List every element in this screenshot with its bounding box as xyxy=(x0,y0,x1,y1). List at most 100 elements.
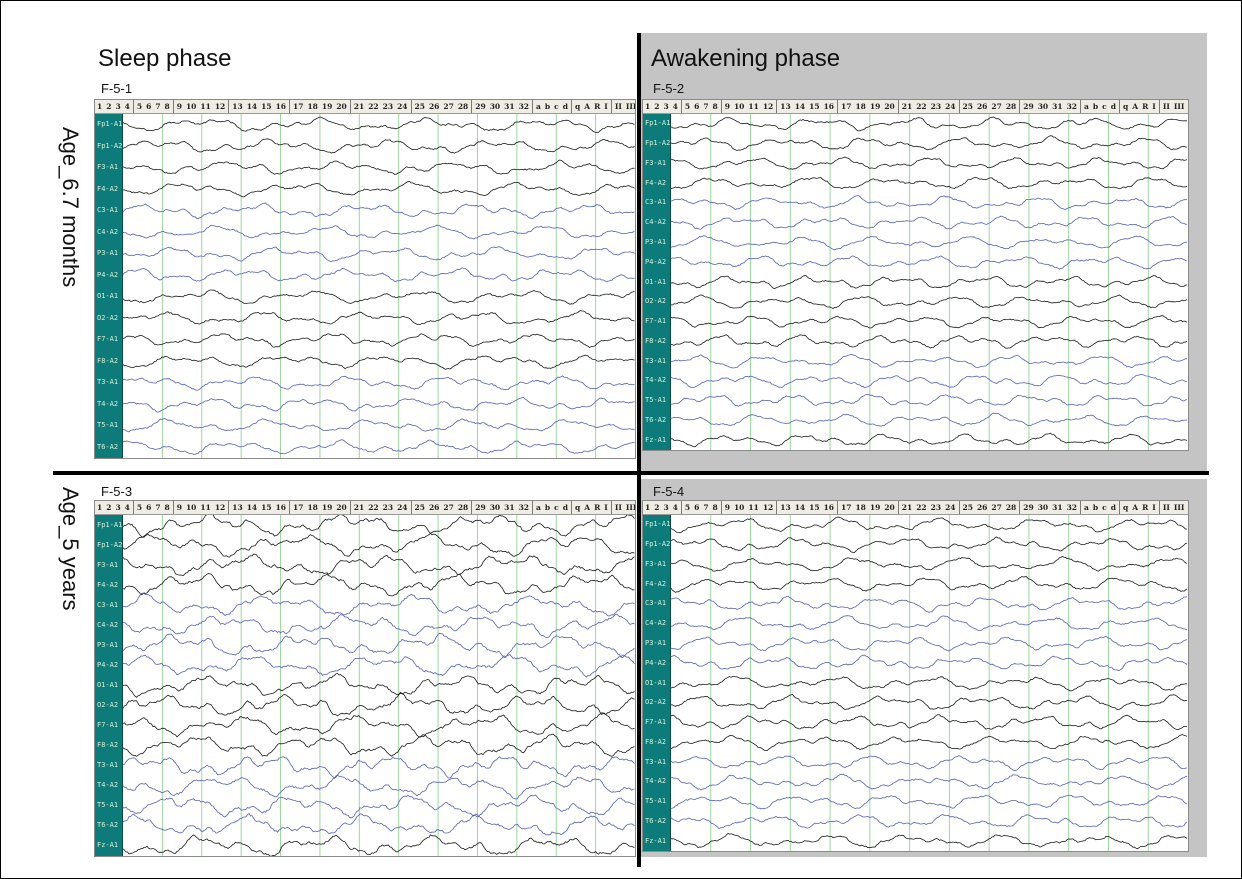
channel-label: T5-A1 xyxy=(645,396,667,405)
ruler-label: III xyxy=(625,102,635,111)
eeg-trace-fz-a1 xyxy=(123,834,635,856)
eeg-trace-o1-a1 xyxy=(671,274,1188,290)
ruler-label: 26 xyxy=(976,503,988,512)
ruler-label: 7 xyxy=(155,503,161,512)
ruler-label: 2 xyxy=(106,503,112,512)
ruler-label: 8 xyxy=(164,503,170,512)
eeg-trace-o1-a1 xyxy=(123,289,635,305)
ruler-label: III xyxy=(1173,503,1185,512)
eeg-traces-svg xyxy=(123,515,635,856)
eeg-trace-f8-a2 xyxy=(123,733,635,757)
ruler-label: 23 xyxy=(382,503,394,512)
ruler-label: 12 xyxy=(214,503,226,512)
ruler-separator xyxy=(720,100,722,113)
ruler-label: c xyxy=(554,102,559,111)
channel-label: T6-A2 xyxy=(97,442,119,451)
ruler-separator xyxy=(289,501,291,514)
channel-label: Fz-A1 xyxy=(645,435,667,444)
ruler-label: 6 xyxy=(694,102,700,111)
eeg-traces-svg xyxy=(671,114,1188,450)
ruler-separator xyxy=(289,100,291,113)
ruler-separator xyxy=(471,501,473,514)
ruler-separator xyxy=(1158,501,1160,514)
eeg-trace-f7-a1 xyxy=(671,315,1188,329)
ruler-label: b xyxy=(544,102,551,111)
channel-label: P3-A1 xyxy=(97,249,119,258)
ruler-label: I xyxy=(604,102,608,111)
channel-label: F7-A1 xyxy=(97,335,119,344)
channel-label: F4-A2 xyxy=(97,184,119,193)
eeg-trace-p4-a2 xyxy=(671,255,1188,270)
eeg-trace-fp1-a2 xyxy=(671,536,1188,554)
eeg-trace-fp1-a1 xyxy=(671,516,1188,534)
channel-ruler: 1 2 3 4 5 6 7 8 9 10 11 12 13 14 15 16 17 18 19 20 21 22 23 24 2… xyxy=(95,100,635,114)
ruler-label: 30 xyxy=(1037,102,1049,111)
ruler-label: 10 xyxy=(733,503,745,512)
channel-label: O2-A2 xyxy=(645,698,667,707)
ruler-label: 22 xyxy=(916,102,927,111)
ruler-label: 30 xyxy=(489,102,501,111)
ruler-label: A xyxy=(1132,102,1139,111)
eeg-trace-c3-a1 xyxy=(671,595,1188,613)
channel-label: C3-A1 xyxy=(97,206,119,215)
ruler-label: 11 xyxy=(748,102,759,111)
eeg-trace-f4-a2 xyxy=(671,575,1188,593)
ruler-label: 16 xyxy=(275,102,287,111)
ruler-label: 15 xyxy=(261,503,272,512)
ruler-label: 8 xyxy=(712,102,718,111)
eeg-trace-f4-a2 xyxy=(671,176,1188,190)
ruler-separator xyxy=(958,501,960,514)
ruler-separator xyxy=(1118,501,1120,514)
eeg-trace-p4-a2 xyxy=(123,654,635,678)
eeg-panel-f-5-4: 1 2 3 4 5 6 7 8 9 10 11 12 13 14 15 16 17 18 19 20 21 22 23 24 2… xyxy=(642,500,1189,852)
awakening-phase-title: Awakening phase xyxy=(651,45,841,72)
eeg-trace-p3-a1 xyxy=(123,246,635,263)
ruler-label: 22 xyxy=(368,102,379,111)
channel-label-bar: Fp1-A1 Fp1-A2 F3-A1 F4-A2 C3-A1 C4-A2 P3-A1 P4-… xyxy=(95,515,123,856)
channel-label: F7-A1 xyxy=(645,317,667,326)
ruler-label: 21 xyxy=(901,102,913,111)
ruler-label: 6 xyxy=(146,102,152,111)
eeg-trace-fp1-a2 xyxy=(123,532,635,558)
ruler-label: 4 xyxy=(672,102,678,111)
channel-label: F3-A1 xyxy=(97,163,119,172)
age-child-label: Age_5 years xyxy=(58,487,83,611)
channel-label: T3-A1 xyxy=(645,356,667,365)
ruler-label: II xyxy=(1162,503,1170,512)
panel-id-f-5-2: F-5-2 xyxy=(653,81,685,96)
eeg-trace-t4-a2 xyxy=(671,773,1188,791)
eeg-panel-f-5-1: 1 2 3 4 5 6 7 8 9 10 11 12 13 14 15 16 17 18 19 20 21 22 23 24 2… xyxy=(94,99,636,459)
ruler-separator xyxy=(349,501,351,514)
ruler-label: 18 xyxy=(307,503,318,512)
eeg-trace-o2-a2 xyxy=(123,310,635,325)
ruler-label: 7 xyxy=(703,503,709,512)
ruler-label: 9 xyxy=(176,503,182,512)
eeg-trace-t6-a2 xyxy=(123,439,635,455)
eeg-trace-f8-a2 xyxy=(671,334,1188,349)
channel-label: Fp1-A1 xyxy=(97,120,123,129)
channel-label: Fp1-A2 xyxy=(97,141,123,150)
channel-label: C3-A1 xyxy=(645,599,667,608)
eeg-trace-f3-a1 xyxy=(123,159,635,175)
eeg-trace-fp1-a1 xyxy=(671,116,1187,132)
ruler-label: 21 xyxy=(901,503,913,512)
ruler-label: 1 xyxy=(97,503,103,512)
ruler-label: q xyxy=(1122,102,1129,111)
eeg-trace-c4-a2 xyxy=(671,215,1188,230)
ruler-label: I xyxy=(604,503,608,512)
ruler-label: 20 xyxy=(336,102,347,111)
ruler-label: 9 xyxy=(176,102,182,111)
channel-label: Fp1-A1 xyxy=(645,520,671,529)
ruler-separator xyxy=(897,100,899,113)
ruler-label: 15 xyxy=(809,503,820,512)
panel-id-f-5-4: F-5-4 xyxy=(653,484,685,499)
ruler-label: 10 xyxy=(185,102,197,111)
ruler-label: 4 xyxy=(672,503,678,512)
channel-label: P4-A2 xyxy=(97,660,119,669)
ruler-separator xyxy=(610,100,612,113)
ruler-label: 30 xyxy=(489,503,501,512)
ruler-label: c xyxy=(1102,102,1107,111)
ruler-label: 3 xyxy=(663,102,669,111)
eeg-trace-p3-a1 xyxy=(671,235,1188,251)
ruler-separator xyxy=(897,501,899,514)
